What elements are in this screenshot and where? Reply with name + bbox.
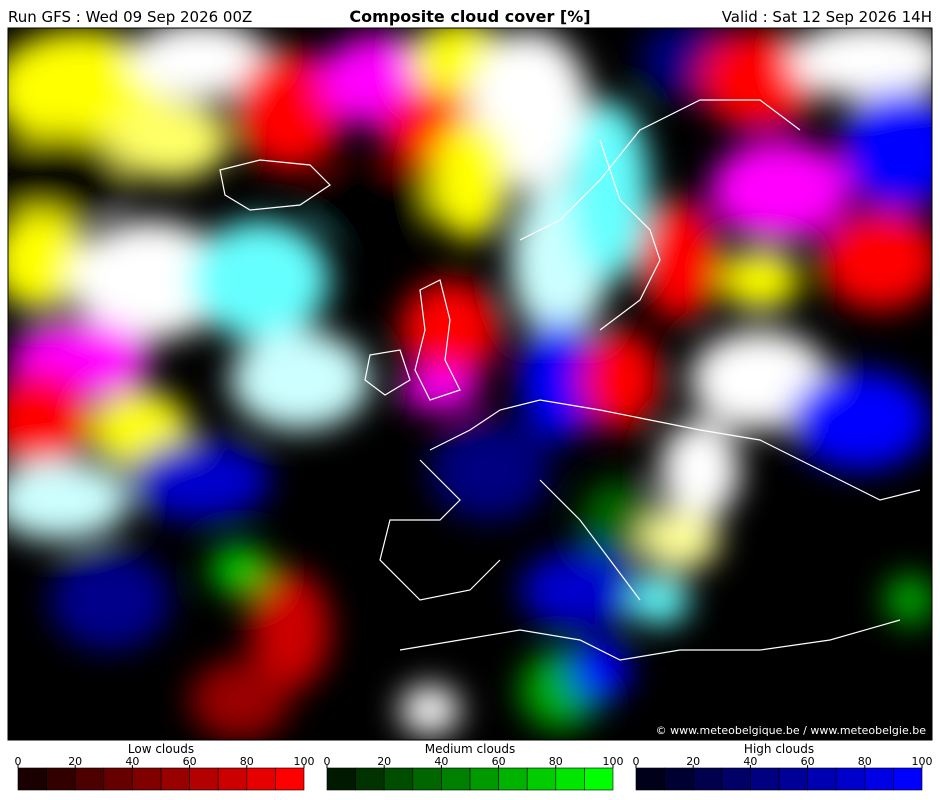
legend-cell [160, 767, 190, 791]
legend-cell [383, 767, 414, 791]
legend-tick-label: 40 [125, 755, 139, 768]
legend-cell [441, 767, 471, 791]
legend-label: Low clouds [128, 742, 194, 756]
legend-label: High clouds [744, 742, 814, 756]
valid-info: Valid : Sat 12 Sep 2026 14H [722, 8, 932, 26]
legend-cell [74, 767, 105, 791]
legend-cell [864, 767, 894, 791]
legend-tick-label: 80 [240, 755, 254, 768]
cloud-field [8, 28, 932, 740]
legend-cell [835, 767, 866, 791]
legend-tick-label: 100 [603, 755, 624, 768]
legend-cell [750, 767, 780, 791]
legend-tick-label: 80 [858, 755, 872, 768]
legend-tick-label: 60 [801, 755, 815, 768]
legend-cell [103, 767, 133, 791]
legend-tick-label: 100 [294, 755, 315, 768]
legend-cell [355, 767, 385, 791]
legend-tick-label: 20 [377, 755, 391, 768]
map-title: Composite cloud cover [%] [349, 7, 590, 26]
legend-cell [189, 767, 219, 791]
legend-cell [692, 767, 723, 791]
legend-tick-label: 60 [183, 755, 197, 768]
legend-tick-label: 20 [68, 755, 82, 768]
legend-cell [217, 767, 248, 791]
legend-tick-label: 40 [434, 755, 448, 768]
legend-cell [17, 767, 47, 791]
legend-cell [807, 767, 837, 791]
legend-cell [498, 767, 528, 791]
legend-tick-label: 0 [15, 755, 22, 768]
legend-cell [555, 767, 585, 791]
legend-cell [412, 767, 442, 791]
legend-cell [721, 767, 751, 791]
legends: Low clouds 0 20 40 60 80 100 Medium clouds 0 20 40… [15, 742, 933, 791]
legend-cell [275, 767, 305, 791]
legend-tick-label: 0 [324, 755, 331, 768]
legend-cell [326, 767, 356, 791]
legend-cell [893, 767, 923, 791]
legend-tick-label: 40 [743, 755, 757, 768]
legend-label: Medium clouds [425, 742, 516, 756]
legend-cell [635, 767, 665, 791]
copyright: © www.meteobelgique.be / www.meteobelgie… [656, 724, 927, 737]
legend-tick-label: 100 [912, 755, 933, 768]
legend-cell [664, 767, 694, 791]
legend-cell [132, 767, 162, 791]
run-info: Run GFS : Wed 09 Sep 2026 00Z [8, 8, 252, 26]
legend-tick-label: 80 [549, 755, 563, 768]
legend-cell [246, 767, 276, 791]
legend-cell [778, 767, 808, 791]
legend-tick-label: 20 [686, 755, 700, 768]
legend-tick-label: 60 [492, 755, 506, 768]
legend-cell [46, 767, 76, 791]
legend-cell [469, 767, 499, 791]
legend-tick-label: 0 [633, 755, 640, 768]
legend-cell [584, 767, 614, 791]
legend-cell [526, 767, 557, 791]
